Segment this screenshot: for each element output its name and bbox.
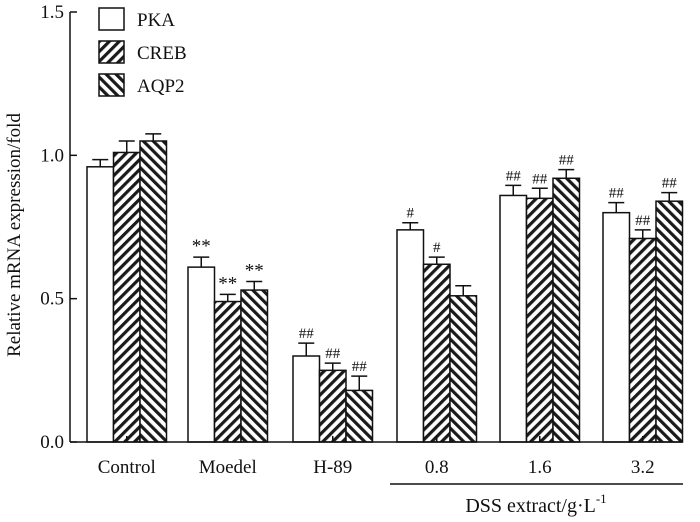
- plot-area: 0.00.51.01.5Control******Moedel######H-8…: [40, 2, 684, 478]
- bar-pka: [86, 166, 115, 443]
- x-tick-label: 3.2: [631, 457, 655, 478]
- bar-creb: [213, 300, 242, 443]
- significance-mark: #: [433, 240, 441, 256]
- significance-mark: ##: [299, 326, 315, 342]
- dss-group-label-sup: -1: [596, 491, 607, 506]
- significance-mark: ##: [559, 153, 575, 169]
- bar-creb: [525, 197, 554, 443]
- y-tick-label: 0.5: [40, 289, 64, 310]
- significance-mark: ##: [635, 213, 651, 229]
- y-tick-label: 1.5: [40, 2, 64, 23]
- x-tick-label: Moedel: [199, 457, 257, 478]
- bar-aqp2: [240, 289, 269, 443]
- significance-mark: #: [407, 206, 415, 222]
- legend-swatch-pka: [98, 7, 125, 31]
- x-tick-label: 0.8: [425, 457, 449, 478]
- dss-group-label-text: DSS extract/g·L: [465, 495, 596, 517]
- legend-swatch-creb: [98, 40, 125, 64]
- x-tick-label: 1.6: [528, 457, 552, 478]
- bar-creb: [112, 151, 141, 443]
- legend-label: CREB: [137, 43, 187, 64]
- significance-mark: **: [192, 236, 211, 257]
- bar-creb: [628, 237, 657, 443]
- bar-aqp2: [655, 200, 684, 443]
- significance-mark: **: [245, 260, 264, 281]
- bar-aqp2: [449, 295, 478, 443]
- significance-mark: ##: [609, 186, 625, 202]
- x-tick-label: Control: [98, 457, 156, 478]
- y-tick-label: 0.0: [40, 432, 64, 453]
- x-tick-label: H-89: [313, 457, 352, 478]
- significance-mark: ##: [325, 346, 341, 362]
- bar-pka: [187, 266, 216, 443]
- dss-group-label: DSS extract/g·L-1: [465, 491, 606, 517]
- significance-mark: ##: [352, 359, 368, 375]
- bar-pka: [499, 194, 528, 443]
- bar-creb: [422, 263, 451, 443]
- bar-aqp2: [552, 177, 581, 443]
- legend-label: AQP2: [137, 76, 185, 97]
- significance-mark: **: [218, 273, 237, 294]
- significance-mark: ##: [532, 171, 548, 187]
- bar-pka: [602, 211, 631, 443]
- bar-aqp2: [345, 389, 374, 443]
- bar-pka: [292, 355, 321, 443]
- legend-label: PKA: [137, 10, 175, 31]
- bar-pka: [396, 229, 425, 443]
- significance-mark: ##: [662, 176, 678, 192]
- legend: PKA CREB AQP2: [98, 7, 187, 97]
- legend-swatch-aqp2: [98, 73, 125, 97]
- bar-creb: [318, 369, 347, 443]
- bar-aqp2: [139, 140, 168, 443]
- y-tick-label: 1.0: [40, 145, 64, 166]
- y-axis-label: Relative mRNA expression/fold: [4, 113, 25, 357]
- significance-mark: ##: [506, 168, 522, 184]
